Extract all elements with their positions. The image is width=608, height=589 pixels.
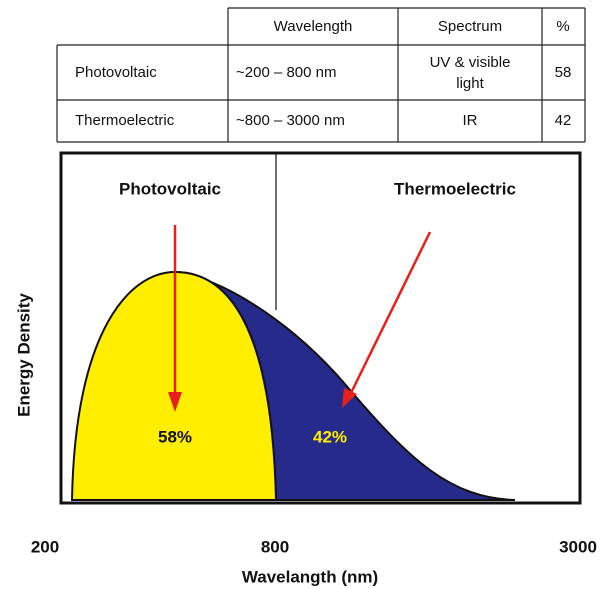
arrows (168, 225, 432, 412)
x-tick-label: 3000 (559, 537, 597, 556)
table-cell: 42 (555, 112, 572, 129)
table-grid (56, 7, 586, 143)
table-header: % (556, 18, 569, 35)
region-title: Photovoltaic (119, 179, 221, 198)
x-tick-label: 800 (261, 537, 289, 556)
x-tick-label: 200 (31, 537, 59, 556)
table-cell: ~200 – 800 nm (236, 64, 337, 81)
table-cell: Photovoltaic (75, 64, 157, 81)
region-label: 58% (158, 427, 192, 446)
table-cell: UV & visible (430, 54, 511, 71)
table-cell: ~800 – 3000 nm (236, 112, 345, 129)
table-cell: IR (463, 112, 478, 129)
x-axis-label: Wavelangth (nm) (242, 567, 378, 586)
y-axis-label: Energy Density (14, 293, 33, 417)
region-title: Thermoelectric (394, 179, 516, 198)
table-cell: light (456, 75, 484, 92)
region-label: 42% (313, 427, 347, 446)
table-header: Spectrum (438, 18, 502, 35)
table-cell: 58 (555, 64, 572, 81)
table-header: Wavelength (274, 18, 353, 35)
table-cell: Thermoelectric (75, 112, 175, 129)
